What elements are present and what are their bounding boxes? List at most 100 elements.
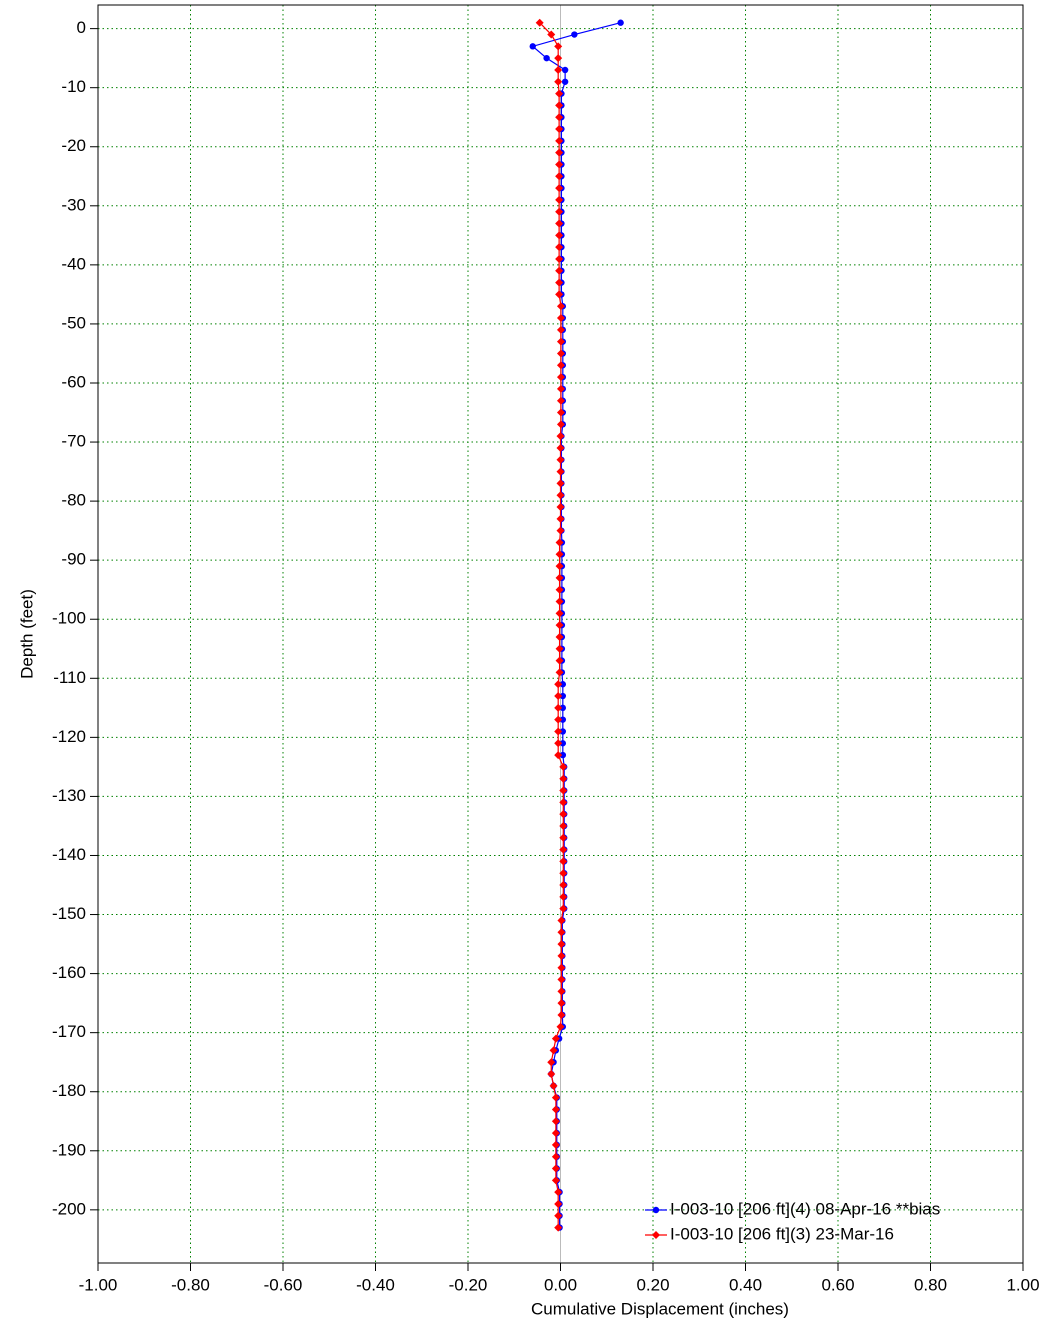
x-tick-label: 0.60 [821, 1275, 854, 1294]
data-point [547, 30, 556, 39]
x-tick-label: 0.80 [914, 1275, 947, 1294]
data-point [556, 314, 565, 323]
data-point [555, 621, 564, 630]
data-point [556, 384, 565, 393]
data-point [551, 1117, 560, 1126]
data-point [556, 325, 565, 334]
data-point [561, 78, 569, 85]
data-point [556, 455, 565, 464]
data-point [559, 774, 568, 783]
data-point [557, 999, 566, 1008]
data-point [555, 597, 564, 606]
data-point [547, 1058, 556, 1067]
data-point [617, 19, 624, 26]
data-point [551, 1093, 560, 1102]
y-tick-label: -190 [52, 1140, 86, 1159]
data-point [555, 148, 564, 157]
data-point [555, 585, 564, 594]
data-point [571, 31, 578, 38]
y-tick-label: -160 [52, 963, 86, 982]
data-point [556, 1022, 565, 1031]
data-point [559, 728, 567, 735]
data-point [551, 1176, 560, 1185]
data-point [554, 42, 563, 51]
data-point [559, 740, 567, 747]
data-point [557, 940, 566, 949]
data-point [551, 1140, 560, 1149]
legend-marker [652, 1206, 660, 1214]
data-point [556, 491, 565, 500]
data-point [559, 810, 568, 819]
y-tick-label: -110 [53, 668, 86, 687]
data-point [559, 692, 567, 700]
data-point [554, 680, 563, 689]
data-point [556, 420, 565, 429]
data-point [556, 373, 565, 382]
data-point [555, 266, 564, 275]
plot-frame [97, 4, 1024, 1264]
data-point [555, 538, 564, 547]
y-tick-label: -60 [61, 372, 86, 391]
data-point [555, 243, 564, 252]
data-point [559, 892, 568, 901]
data-point [543, 54, 550, 62]
y-tick-label: -50 [61, 313, 86, 332]
data-point [551, 1129, 560, 1138]
y-tick-label: -200 [52, 1199, 86, 1218]
y-tick-label: -40 [61, 254, 86, 273]
y-tick-label: -150 [52, 904, 86, 923]
data-point [554, 727, 563, 736]
data-point [556, 337, 565, 346]
data-point [557, 987, 566, 996]
data-point [559, 845, 568, 854]
data-point [555, 562, 564, 571]
x-tick-label: -1.00 [79, 1275, 118, 1294]
data-point [555, 278, 564, 287]
data-point [551, 1034, 560, 1043]
x-tick-label: -0.60 [264, 1275, 303, 1294]
data-point [555, 195, 564, 204]
data-point [555, 644, 564, 653]
data-point [559, 857, 568, 866]
y-tick-label: -20 [61, 136, 86, 155]
data-point [556, 503, 565, 512]
data-point [551, 1105, 560, 1114]
y-tick-label: -120 [52, 727, 86, 746]
data-point [559, 704, 567, 712]
data-point [559, 786, 568, 795]
data-point [555, 668, 564, 677]
data-point [529, 43, 536, 50]
data-point [556, 479, 565, 488]
data-point [555, 125, 564, 134]
y-tick-label: -170 [52, 1022, 86, 1041]
y-tick-label: 0 [77, 18, 86, 37]
data-point [555, 632, 564, 641]
data-point [549, 1046, 558, 1055]
y-tick-label: -180 [52, 1081, 86, 1100]
data-point [556, 302, 565, 311]
data-point [557, 1010, 566, 1019]
y-tick-label: -130 [52, 786, 86, 805]
data-point [556, 443, 565, 452]
data-point [555, 254, 564, 263]
data-point [551, 1164, 560, 1173]
data-point [559, 833, 568, 842]
data-point [555, 101, 564, 110]
data-point [556, 349, 565, 358]
data-point [554, 77, 563, 86]
data-point [555, 290, 564, 299]
data-point [554, 692, 563, 701]
legend-label: I-003-10 [206 ft](4) 08-Apr-16 **bias [670, 1199, 940, 1218]
data-point [554, 1223, 563, 1232]
data-point [557, 951, 566, 960]
data-point [555, 136, 564, 145]
data-point [555, 656, 564, 665]
data-point [559, 681, 567, 688]
data-point [555, 219, 564, 228]
x-tick-label: 0.40 [729, 1275, 762, 1294]
y-tick-label: -140 [52, 845, 86, 864]
data-point [555, 113, 564, 122]
data-point [556, 526, 565, 535]
x-axis-label: Cumulative Displacement (inches) [531, 1299, 789, 1318]
data-point [556, 514, 565, 523]
